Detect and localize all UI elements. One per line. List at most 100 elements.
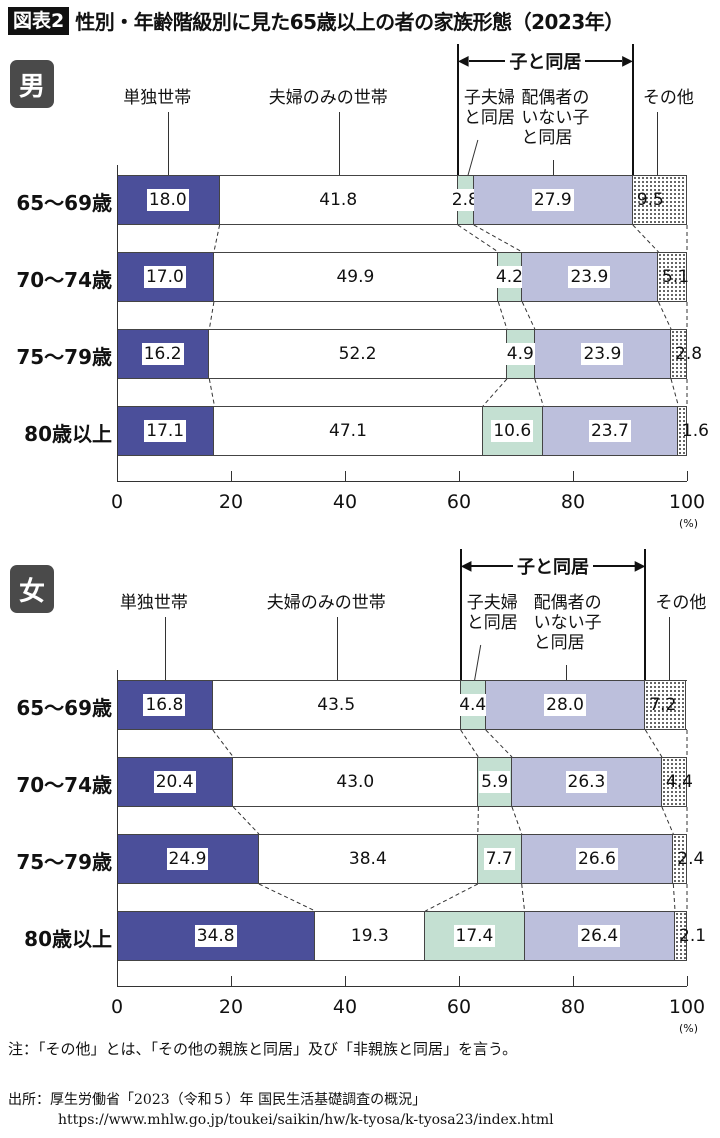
x-tick — [345, 471, 346, 481]
arrow-right-icon: ▶ — [634, 558, 646, 574]
segment-other: 2.4 — [673, 835, 704, 883]
x-tick — [117, 471, 118, 481]
x-tick-label: 100 — [668, 996, 706, 1018]
x-tick-label: 60 — [446, 996, 472, 1018]
row-connector — [232, 807, 688, 834]
x-tick-label: 60 — [446, 491, 472, 513]
x-axis-line — [117, 481, 687, 482]
stacked-bar: 17.1 47.1 10.6 23.7 1.6 — [117, 406, 709, 456]
x-tick-label: 20 — [218, 491, 244, 513]
value-label: 5.1 — [661, 267, 690, 287]
legend-with-married-child: 子夫婦 と同居 — [466, 593, 518, 633]
legend-with-unmarried-child: 配偶者の いない子 と同居 — [521, 88, 590, 148]
value-label: 2.1 — [679, 926, 707, 946]
segment-with-married-child: 17.4 — [425, 912, 525, 960]
x-tick-label: 40 — [332, 491, 358, 513]
row-label: 65～69歳 — [16, 696, 112, 720]
segment-alone: 17.1 — [117, 407, 215, 455]
leader-line — [336, 617, 338, 690]
leader-line — [168, 112, 170, 185]
value-label: 47.1 — [329, 421, 367, 441]
arrow-line — [468, 60, 506, 62]
panel-female: 女単独世帯 夫婦のみの世帯 子夫婦 と同居 配偶者の いない子 と同居 その他 ◀ 子と同居 … — [0, 505, 720, 1035]
arrow-line — [471, 565, 514, 567]
bracket-right-line — [631, 44, 634, 175]
arrow-left-icon: ◀ — [460, 558, 472, 574]
segment-alone: 17.0 — [117, 253, 214, 301]
stacked-bar: 16.2 52.2 4.9 23.9 2.8 — [117, 329, 702, 379]
value-label: 38.4 — [348, 849, 387, 869]
segment-alone: 24.9 — [117, 835, 259, 883]
value-label: 23.7 — [588, 420, 631, 442]
legend-with-married-child: 子夫婦 と同居 — [463, 88, 515, 128]
value-label: 7.2 — [649, 695, 677, 715]
segment-with-unmarried-child: 26.3 — [511, 758, 662, 806]
value-label: 34.8 — [194, 925, 237, 947]
segment-other: 4.4 — [661, 758, 693, 806]
row-label: 80歳以上 — [24, 927, 112, 951]
gender-badge: 男 — [10, 60, 54, 108]
value-label: 4.2 — [493, 266, 525, 288]
stacked-bar: 16.8 43.5 4.4 28.0 7.2 — [117, 680, 687, 730]
segment-with-married-child: 10.6 — [482, 407, 543, 455]
stacked-bar: 34.8 19.3 17.4 26.4 2.1 — [117, 911, 706, 961]
segment-alone: 34.8 — [117, 912, 316, 960]
value-label: 26.3 — [565, 771, 608, 793]
value-label: 20.4 — [153, 771, 196, 793]
x-tick — [573, 976, 574, 986]
x-tick — [231, 976, 232, 986]
x-tick — [573, 471, 574, 481]
value-label: 26.4 — [578, 925, 621, 947]
bracket-left-line — [456, 44, 459, 175]
row-label: 65～69歳 — [16, 191, 112, 215]
segment-with-unmarried-child: 26.4 — [524, 912, 675, 960]
legend-with-unmarried-child: 配偶者の いない子 と同居 — [533, 593, 602, 653]
segment-with-married-child: 7.7 — [477, 835, 522, 883]
segment-couple-only: 41.8 — [219, 176, 458, 224]
leader-line — [669, 617, 671, 690]
value-label: 52.2 — [338, 344, 377, 364]
bracket-with-children: ◀ 子と同居 ▶ — [457, 52, 633, 73]
segment-with-married-child: 5.9 — [478, 758, 512, 806]
segment-couple-only: 47.1 — [214, 407, 483, 455]
bracket-right-line — [644, 549, 647, 680]
value-label: 24.9 — [166, 848, 209, 870]
segment-couple-only: 38.4 — [258, 835, 478, 883]
x-axis-unit: (%) — [679, 1022, 699, 1035]
segment-other: 1.6 — [677, 407, 709, 455]
segment-with-married-child: 4.9 — [504, 330, 536, 378]
segment-alone: 16.8 — [117, 681, 213, 729]
row-connector — [213, 225, 688, 252]
x-tick — [231, 471, 232, 481]
segment-couple-only: 43.0 — [233, 758, 479, 806]
arrow-line — [593, 565, 635, 567]
legend-other: その他 — [655, 593, 707, 613]
legend-alone: 単独世帯 — [123, 88, 192, 108]
row-connector — [258, 884, 688, 911]
segment-with-unmarried-child: 28.0 — [485, 681, 646, 729]
segment-other: 2.1 — [675, 912, 706, 960]
legend-couple-only: 夫婦のみの世帯 — [266, 593, 386, 613]
x-tick — [117, 976, 118, 986]
x-tick — [687, 471, 688, 481]
value-label: 4.4 — [457, 694, 489, 716]
segment-with-unmarried-child: 23.9 — [534, 330, 671, 378]
source-line-1: 出所：厚生労働省「2023（令和５）年 国民生活基礎調査の概況」 — [8, 1092, 427, 1108]
row-connector — [212, 730, 688, 757]
segment-with-married-child: 2.8 — [449, 176, 481, 224]
segment-with-married-child: 4.4 — [457, 681, 489, 729]
segment-other: 7.2 — [645, 681, 687, 729]
x-tick-label: 20 — [218, 996, 244, 1018]
stacked-bar: 20.4 43.0 5.9 26.3 4.4 — [117, 757, 693, 807]
segment-with-unmarried-child: 23.7 — [542, 407, 678, 455]
arrow-right-icon: ▶ — [622, 53, 633, 69]
bracket-left-line — [459, 549, 462, 680]
panel-male: 男単独世帯 夫婦のみの世帯 子夫婦 と同居 配偶者の いない子 と同居 その他 ◀ 子と同居 … — [0, 0, 720, 540]
value-label: 5.9 — [479, 771, 511, 793]
y-axis-line — [117, 165, 118, 481]
row-label: 70～74歳 — [16, 773, 112, 797]
segment-alone: 16.2 — [117, 330, 210, 378]
row-label: 70～74歳 — [16, 268, 112, 292]
value-label: 2.8 — [675, 344, 703, 364]
stacked-bar: 24.9 38.4 7.7 26.6 2.4 — [117, 834, 704, 884]
